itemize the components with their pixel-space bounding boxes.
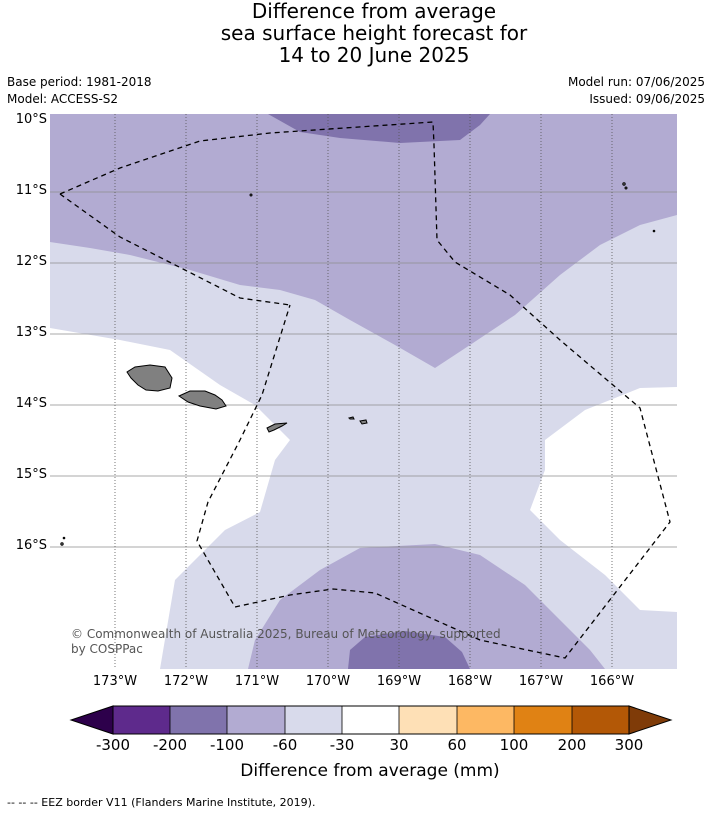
anomaly-region-medium-south (248, 544, 605, 669)
colorbar-tick-label: -30 (329, 736, 355, 754)
colorbar-band-8 (514, 706, 572, 734)
colorbar-band-2 (170, 706, 227, 734)
colorbar-band-7 (457, 706, 514, 734)
colorbar-tick-label: 30 (389, 736, 409, 754)
savaii-island (126, 364, 173, 392)
title-line-1: Difference from average (251, 0, 497, 23)
colorbar-frame (112, 705, 630, 735)
issued-date: Issued: 09/06/2025 (589, 92, 705, 106)
lat-label-10s: 10°S (15, 112, 47, 127)
anomaly-region-strong (268, 114, 490, 143)
lon-label-171w: 171°W (234, 674, 280, 689)
meta-right: Model run: 07/06/2025 Issued: 09/06/2025 (568, 74, 705, 108)
lon-label-169w: 169°W (376, 674, 422, 689)
tutuila-island (266, 422, 288, 433)
colorbar-band-1 (113, 706, 170, 734)
islet (652, 229, 656, 233)
copyright-notice: © Commonwealth of Australia 2025, Bureau… (71, 627, 501, 657)
meta-left: Base period: 1981-2018 Model: ACCESS-S2 (7, 74, 152, 108)
colorbar-tick-label: -60 (272, 736, 298, 754)
graticule (50, 191, 677, 548)
model-run: Model run: 07/06/2025 (567, 75, 705, 89)
lat-label-12s: 12°S (15, 254, 47, 269)
wallis-islet (60, 542, 64, 546)
colorbar-tick-label: -200 (152, 736, 188, 754)
sea-level-map (50, 114, 677, 669)
tokelau-island-2 (624, 186, 628, 190)
colorbar-band-6 (399, 706, 457, 734)
colorbar-extend-low (69, 705, 114, 735)
colorbar-band-4 (285, 706, 342, 734)
land (60, 182, 656, 546)
eez-footnote: -- -- -- EEZ border V11 (Flanders Marine… (7, 796, 316, 809)
colorbar-title: Difference from average (mm) (240, 761, 500, 781)
anomaly-region-strong-south (348, 631, 470, 669)
lon-label-173w: 173°W (92, 674, 138, 689)
tokelau-island (622, 182, 626, 186)
colorbar-tick-label: 300 (614, 736, 644, 754)
copyright-line-1: © Commonwealth of Australia 2025, Bureau… (71, 627, 501, 641)
colorbar-band-3 (227, 706, 285, 734)
colorbar-tick-label: -100 (209, 736, 245, 754)
colorbar-band-5 (342, 706, 399, 734)
lat-label-15s: 15°S (15, 467, 47, 482)
lon-label-170w: 170°W (305, 674, 351, 689)
graticule-meridians (114, 114, 613, 669)
model-name: Model: ACCESS-S2 (7, 92, 119, 106)
swains-island (249, 193, 253, 197)
eez-border-tokelau-samoa (59, 121, 671, 659)
manua-island-2 (359, 419, 368, 425)
lat-label-11s: 11°S (15, 183, 47, 198)
base-period: Base period: 1981-2018 (7, 75, 152, 89)
lon-label-166w: 166°W (589, 674, 635, 689)
lon-label-172w: 172°W (163, 674, 209, 689)
lon-label-167w: 167°W (518, 674, 564, 689)
lon-label-168w: 168°W (447, 674, 493, 689)
eez-border-samoa-north (59, 193, 291, 306)
map-title: Difference from average sea surface heig… (0, 0, 713, 66)
upolu-island (177, 390, 227, 410)
colorbar (69, 705, 673, 735)
colorbar-extend-high (628, 705, 673, 735)
lat-label-16s: 16°S (15, 538, 47, 553)
colorbar-tick-label: 200 (557, 736, 587, 754)
colorbar-tick-label: 100 (499, 736, 529, 754)
eez-borders (59, 121, 671, 659)
anomaly-region-medium (50, 114, 677, 368)
lat-label-14s: 14°S (15, 396, 47, 411)
wallis-islet-2 (62, 536, 66, 540)
title-line-2: sea surface height forecast for (220, 21, 528, 45)
title-line-3: 14 to 20 June 2025 (278, 43, 470, 67)
lat-label-13s: 13°S (15, 325, 47, 340)
copyright-line-2: by COSPPac (71, 642, 143, 656)
manua-island (348, 416, 355, 420)
colorbar-tick-label: -300 (95, 736, 131, 754)
colorbar-tick-label: 60 (447, 736, 467, 754)
colorbar-band-9 (572, 706, 629, 734)
